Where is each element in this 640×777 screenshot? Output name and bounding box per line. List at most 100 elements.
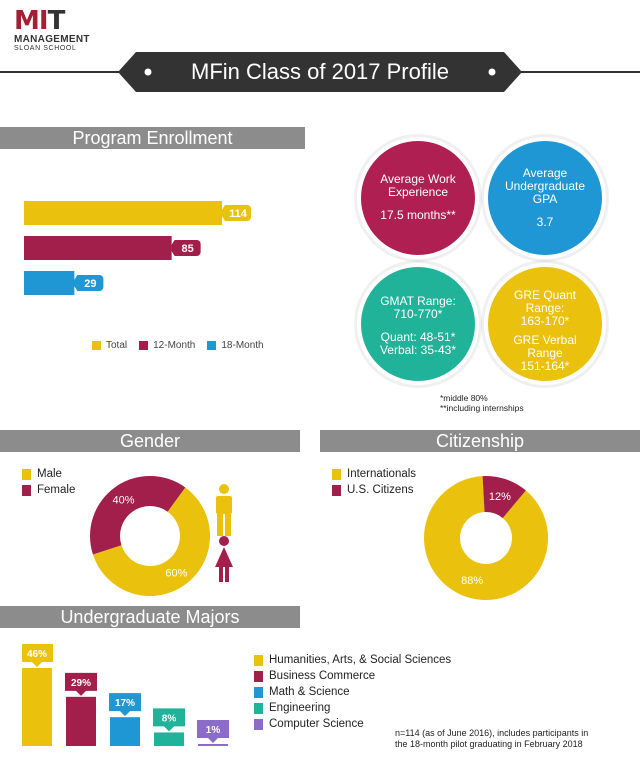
page-title: MFin Class of 2017 Profile xyxy=(191,59,449,84)
legend-us-citizens-label: U.S. Citizens xyxy=(347,484,414,496)
bar-tag-total xyxy=(220,205,251,221)
legend-total-label: Total xyxy=(106,340,128,351)
footnote-line2: the 18-month pilot graduating in Februar… xyxy=(395,739,583,749)
major-tag-humanities-arts-social-sciences xyxy=(22,644,53,667)
legend-swatch-computer-science xyxy=(254,718,263,730)
major-bar-business-commerce xyxy=(66,696,96,746)
legend-engineering-label: Engineering xyxy=(269,702,331,714)
legend-swatch-female xyxy=(22,484,31,496)
major-value-humanities-arts-social-sciences: 46% xyxy=(27,649,47,660)
legend-12-month: 12-Month xyxy=(139,340,195,351)
note-middle-80: *middle 80% xyxy=(440,393,488,403)
majors-header: Undergraduate Majors xyxy=(0,606,300,628)
gmat-range: 710-770* xyxy=(393,307,443,321)
legend-computer-science-label: Computer Science xyxy=(269,718,364,730)
bar-tag-18-month xyxy=(72,275,104,291)
note-internships: **including internships xyxy=(440,403,524,413)
gmat-circle: GMAT Range: 710-770* Quant: 48-51* Verba… xyxy=(357,263,479,385)
gender-donut-chart: 60% 40% xyxy=(90,476,210,596)
gpa-title: Average Undergraduate GPA xyxy=(504,166,586,206)
legend-math-science-label: Math & Science xyxy=(269,686,350,698)
legend-swatch-18-month xyxy=(207,341,217,350)
legend-computer-science: Computer Science xyxy=(254,716,451,732)
legend-female: Female xyxy=(22,482,75,498)
slice-label-u-s-citizens: 12% xyxy=(489,491,511,503)
legend-swatch-us-citizens xyxy=(332,484,341,496)
legend-engineering: Engineering xyxy=(254,700,451,716)
logo-sloan-school: SLOAN SCHOOL xyxy=(14,45,77,52)
logo-management: MANAGEMENT xyxy=(14,34,90,45)
legend-swatch-internationals xyxy=(332,468,341,480)
legend-math-science: Math & Science xyxy=(254,684,451,700)
major-value-engineering: 8% xyxy=(162,713,177,724)
bar-18-month xyxy=(24,271,75,295)
major-bar-humanities-arts-social-sciences xyxy=(22,668,52,746)
major-bar-engineering xyxy=(154,732,184,746)
enrollment-legend: Total 12-Month 18-Month xyxy=(92,340,276,351)
gre-quant-range: 163-170* xyxy=(520,314,570,328)
gre-verbal-range: 151-164* xyxy=(520,359,570,373)
bar-12-month xyxy=(24,236,172,260)
gre-quant-title: GRE Quant Range: xyxy=(513,288,577,315)
citizenship-legend: Internationals U.S. Citizens xyxy=(332,466,416,498)
major-value-computer-science: 1% xyxy=(206,725,221,736)
legend-swatch-total xyxy=(92,341,101,350)
slice-internationals xyxy=(424,476,548,600)
legend-swatch-male xyxy=(22,468,31,480)
gmat-verbal: Verbal: 35-43* xyxy=(379,343,457,357)
legend-swatch-humanities xyxy=(254,654,263,666)
female-figure-icon xyxy=(215,536,233,582)
male-figure-icon xyxy=(216,484,232,536)
legend-male: Male xyxy=(22,466,75,482)
work-experience-title: Average Work Experience xyxy=(380,172,456,199)
slice-label-internationals: 88% xyxy=(461,575,483,587)
major-bar-math-science xyxy=(110,717,140,746)
bar-value-total: 114 xyxy=(229,208,248,220)
slice-female xyxy=(90,476,186,555)
majors-footnote: n=114 (as of June 2016), includes partic… xyxy=(395,728,588,750)
major-tag-business-commerce xyxy=(65,672,97,696)
legend-swatch-business xyxy=(254,670,263,682)
gmat-title: GMAT Range: xyxy=(380,294,456,308)
bar-value-18-month: 29 xyxy=(84,278,96,290)
mit-sloan-logo[interactable]: MIT MANAGEMENT SLOAN SCHOOL xyxy=(14,8,92,53)
major-bar-computer-science xyxy=(198,744,228,746)
legend-business: Business Commerce xyxy=(254,668,451,684)
gpa-circle: Average Undergraduate GPA 3.7 xyxy=(484,137,606,259)
legend-total: Total xyxy=(92,340,127,351)
work-experience-value: 17.5 months** xyxy=(380,208,456,222)
stats-note: *middle 80% **including internships xyxy=(440,393,524,413)
legend-swatch-engineering xyxy=(254,702,263,714)
majors-bar-chart: 46% 29% 17% 8% 1% xyxy=(22,644,229,746)
legend-internationals-label: Internationals xyxy=(347,468,417,480)
legend-humanities-label: Humanities, Arts, & Social Sciences xyxy=(269,654,452,666)
enrollment-chart: 114 85 29 xyxy=(24,201,251,295)
legend-female-label: Female xyxy=(37,484,76,496)
bar-value-12-month: 85 xyxy=(182,243,194,255)
gender-legend: Male Female xyxy=(22,466,75,498)
work-experience-circle: Average Work Experience 17.5 months** xyxy=(357,137,479,259)
legend-business-label: Business Commerce xyxy=(269,670,376,682)
slice-u-s-citizens xyxy=(482,476,526,519)
major-tag-engineering xyxy=(153,708,185,732)
major-tag-computer-science xyxy=(197,720,229,743)
bar-total xyxy=(24,201,222,225)
legend-internationals: Internationals xyxy=(332,466,416,482)
major-value-math-science: 17% xyxy=(115,698,135,709)
logo-letter-m: M xyxy=(14,6,40,36)
gmat-quant: Quant: 48-51* xyxy=(380,330,456,344)
legend-humanities: Humanities, Arts, & Social Sciences xyxy=(254,652,451,668)
gre-verbal-title: GRE Verbal Range xyxy=(513,333,577,360)
slice-label-male: 60% xyxy=(165,567,187,579)
gpa-value: 3.7 xyxy=(536,215,554,229)
gre-circle: GRE Quant Range: 163-170* GRE Verbal Ran… xyxy=(484,263,606,385)
legend-swatch-math-science xyxy=(254,686,263,698)
slice-label-female: 40% xyxy=(113,495,135,507)
legend-us-citizens: U.S. Citizens xyxy=(332,482,416,498)
majors-legend: Humanities, Arts, & Social Sciences Busi… xyxy=(254,652,451,732)
logo-letter-i: I xyxy=(38,6,49,36)
title-banner xyxy=(118,52,522,92)
slice-male xyxy=(92,487,210,596)
major-value-business-commerce: 29% xyxy=(71,678,91,689)
logo-letter-t: T xyxy=(47,6,66,36)
